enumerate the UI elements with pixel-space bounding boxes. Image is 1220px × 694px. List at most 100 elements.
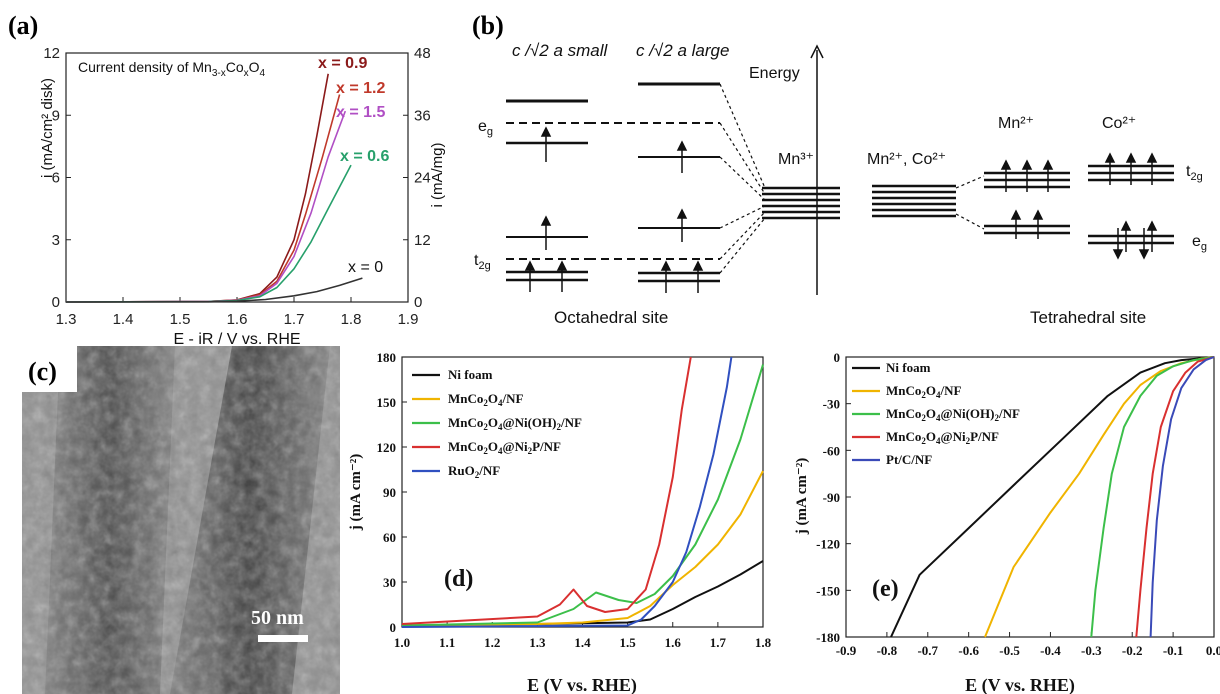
x-tick-label: 1.6 (665, 635, 682, 650)
panel-label-d: (d) (444, 566, 473, 592)
y-tick-label: 0 (390, 620, 397, 635)
y2-axis-label-a: i (mA/mg) (429, 143, 446, 208)
label-x12: x = 1.2 (336, 80, 385, 97)
legend-e-item-2: MnCo2O4@Ni(OH)2/NF (886, 406, 1020, 423)
label-t2g-oct: t2g (474, 252, 491, 272)
y-axis-label-a: i (mA/cm² disk) (39, 78, 56, 178)
y-tick-label: -150 (816, 583, 840, 598)
label-energy: Energy (749, 65, 800, 82)
y-tick-label: 180 (377, 350, 397, 365)
y-tick-label: 0 (52, 294, 60, 311)
label-eg-oct: eg (478, 118, 493, 138)
label-oct-site: Octahedral site (554, 308, 668, 327)
legend-e-item-1: MnCo2O4/NF (886, 383, 962, 400)
label-mn2: Mn²⁺ (998, 115, 1034, 132)
x-tick-label: 1.4 (574, 635, 591, 650)
legend-d-item-0: Ni foam (448, 367, 493, 382)
label-x15: x = 1.5 (336, 104, 385, 121)
x-tick-label: 1.7 (710, 635, 727, 650)
x-tick-label: -0.4 (1040, 643, 1061, 658)
x-tick-label: 1.0 (394, 635, 410, 650)
x-tick-label: 0.0 (1206, 643, 1220, 658)
tet-levels (984, 164, 1174, 245)
series-line-2 (65, 110, 347, 303)
x-axis-label-d: E (V vs. RHE) (527, 675, 637, 694)
y-tick-label: 0 (834, 350, 841, 365)
series-line-4 (65, 277, 363, 303)
y2-tick-label: 24 (414, 170, 431, 187)
y-tick-label: 12 (43, 45, 60, 62)
panel-label-c: (c) (28, 357, 57, 386)
tem-image-panel-c: (c) 50 nm (22, 346, 340, 694)
series-line-0 (890, 356, 1215, 638)
y-tick-label: 9 (52, 107, 60, 124)
y2-tick-label: 0 (414, 294, 422, 311)
y2-tick-label: 48 (414, 45, 431, 62)
x-tick-label: -0.7 (917, 643, 938, 658)
panel-label-b: (b) (472, 11, 504, 40)
series-line-3 (1135, 356, 1215, 638)
legend-e-item-0: Ni foam (886, 360, 931, 375)
x-tick-label: -0.5 (999, 643, 1020, 658)
x-tick-label: 1.4 (113, 311, 134, 328)
y2-tick-label: 12 (414, 232, 431, 249)
series-line-1 (65, 94, 341, 303)
label-x0: x = 0 (348, 259, 383, 276)
energy-arrowhead (810, 44, 824, 59)
y-tick-label: -60 (823, 443, 840, 458)
oct-connectors (719, 83, 766, 274)
series-line-4 (401, 356, 733, 628)
y-tick-label: -180 (816, 630, 840, 645)
y-tick-label: 120 (377, 440, 397, 455)
label-oct-large: c /√2 a large (636, 41, 729, 60)
x-tick-label: 1.3 (56, 311, 77, 328)
legend-e: Ni foam MnCo2O4/NF MnCo2O4@Ni(OH)2/NF Mn… (852, 360, 1020, 467)
x-tick-label: -0.2 (1122, 643, 1143, 658)
y-tick-label: -90 (823, 490, 840, 505)
x-tick-label: 1.3 (529, 635, 546, 650)
oct-large-levels (588, 82, 720, 283)
electron-arrows-tet (1000, 152, 1158, 260)
x-tick-label: 1.1 (439, 635, 455, 650)
x-tick-label: -0.1 (1163, 643, 1184, 658)
y-tick-label: 30 (383, 575, 396, 590)
y-axis-label-d: j (mA cm⁻²) (348, 454, 364, 532)
scale-bar (258, 635, 308, 642)
x-tick-label: 1.5 (620, 635, 637, 650)
x-tick-label: 1.7 (284, 311, 305, 328)
series-line-1 (984, 356, 1215, 638)
chart-title-a: Current density of Mn3-xCoxO4 (78, 59, 266, 79)
x-tick-label: -0.3 (1081, 643, 1102, 658)
series-line-3 (65, 164, 352, 303)
x-tick-label: 1.2 (484, 635, 500, 650)
y-tick-label: 60 (383, 530, 396, 545)
x-axis-label-e: E (V vs. RHE) (965, 675, 1075, 694)
series-line-3 (401, 356, 692, 625)
y-tick-label: 90 (383, 485, 396, 500)
x-tick-label: -0.9 (836, 643, 857, 658)
y2-tick-label: 36 (414, 107, 431, 124)
label-tet-site: Tetrahedral site (1030, 308, 1146, 327)
series-line-2 (401, 364, 764, 627)
x-tick-label: 1.8 (755, 635, 772, 650)
x-tick-label: 1.6 (227, 311, 248, 328)
label-x09: x = 0.9 (318, 55, 367, 72)
x-tick-label: 1.9 (398, 311, 419, 328)
panel-label-a: (a) (8, 11, 38, 40)
label-mn2co2: Mn²⁺, Co²⁺ (867, 151, 946, 168)
y-tick-label: -120 (816, 537, 840, 552)
series-line-0 (65, 73, 329, 303)
legend-d: Ni foam MnCo2O4/NF MnCo2O4@Ni(OH)2/NF Mn… (412, 367, 582, 480)
label-eg-tet: eg (1192, 233, 1207, 253)
label-mn3: Mn³⁺ (778, 151, 814, 168)
legend-d-item-4: RuO2/NF (448, 463, 500, 480)
x-tick-label: 1.8 (341, 311, 362, 328)
x-tick-label: -0.8 (877, 643, 898, 658)
label-co2: Co²⁺ (1102, 115, 1136, 132)
label-t2g-tet: t2g (1186, 163, 1203, 183)
x-tick-label: 1.5 (170, 311, 191, 328)
legend-e-item-3: MnCo2O4@Ni2P/NF (886, 429, 999, 446)
legend-d-item-3: MnCo2O4@Ni2P/NF (448, 439, 561, 456)
electron-arrows-oct (524, 126, 704, 293)
x-axis-label-a: E - iR / V vs. RHE (173, 331, 300, 348)
